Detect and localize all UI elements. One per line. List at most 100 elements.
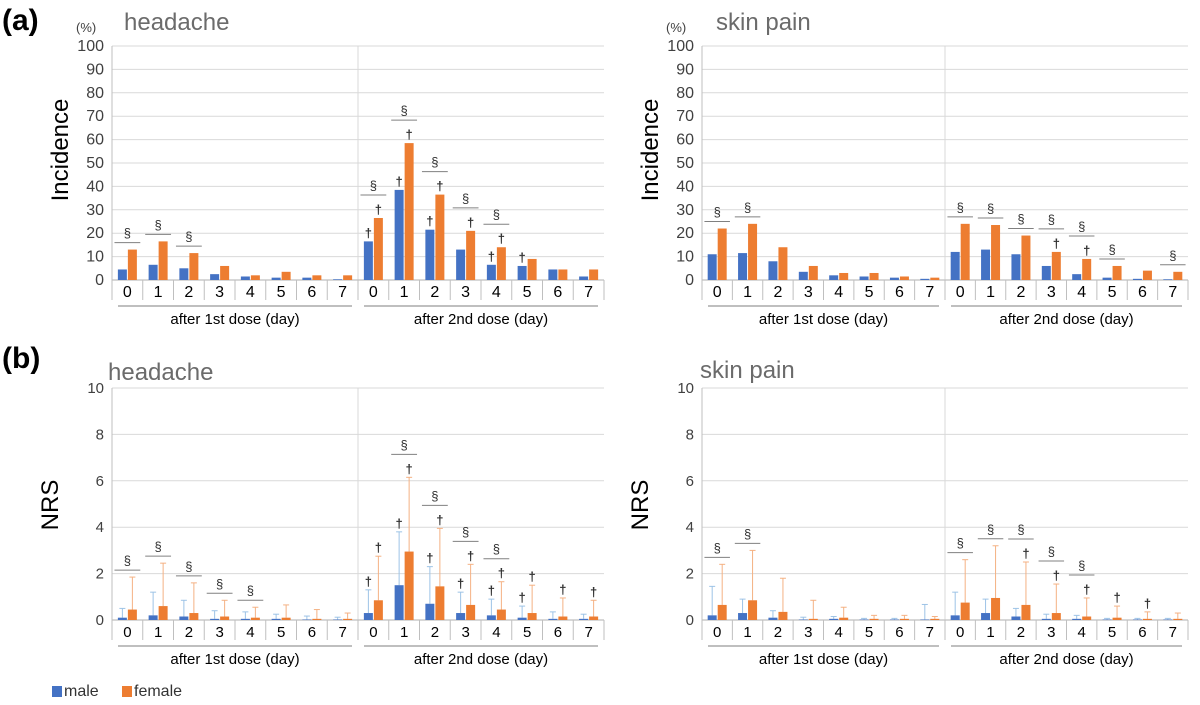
x-tick-label: 2 xyxy=(1016,284,1025,301)
bar-male xyxy=(1011,616,1021,620)
bar-female xyxy=(1082,258,1092,280)
bar-female xyxy=(1142,270,1152,280)
x-tick-label: 7 xyxy=(584,624,592,641)
x-tick-label: 6 xyxy=(1138,624,1146,641)
x-tick-label: 4 xyxy=(1077,284,1086,301)
bar-male xyxy=(889,619,899,621)
y-tick-label: 50 xyxy=(86,155,104,172)
x-tick-label: 6 xyxy=(895,284,904,301)
x-tick-label: 2 xyxy=(1017,624,1025,641)
legend-label-female: female xyxy=(134,683,182,700)
female-dagger-mark: † xyxy=(406,127,413,142)
y-tick-label: 20 xyxy=(86,225,104,242)
x-tick-label: 2 xyxy=(431,624,439,641)
bar-female xyxy=(343,618,353,620)
dose-group-label: after 2nd dose (day) xyxy=(414,311,548,328)
bar-female xyxy=(589,269,599,280)
x-tick-label: 5 xyxy=(865,284,874,301)
x-tick-label: 7 xyxy=(1168,284,1177,301)
x-tick-label: 5 xyxy=(1108,624,1116,641)
section-mark: § xyxy=(247,583,254,598)
bar-male xyxy=(1072,618,1082,620)
x-tick-label: 1 xyxy=(400,624,408,641)
x-tick-label: 0 xyxy=(956,624,964,641)
female-dagger-mark: † xyxy=(498,231,505,246)
bar-female xyxy=(1082,616,1092,620)
female-dagger-mark: † xyxy=(375,540,382,555)
section-mark: § xyxy=(987,201,994,216)
bar-female xyxy=(1051,613,1061,620)
section-mark: § xyxy=(1048,544,1055,559)
bar-female xyxy=(343,275,353,280)
bar-male xyxy=(148,615,158,620)
y-tick-label: 30 xyxy=(676,202,694,219)
bar-female xyxy=(496,247,506,280)
y-tick-label: 100 xyxy=(77,38,104,55)
bar-female xyxy=(404,551,414,620)
bar-male xyxy=(889,277,899,280)
y-tick-label: 20 xyxy=(676,225,694,242)
bar-female xyxy=(312,275,322,280)
x-tick-label: 0 xyxy=(713,624,721,641)
section-mark: § xyxy=(216,576,223,591)
section-mark: § xyxy=(1078,558,1085,573)
section-mark: § xyxy=(401,437,408,452)
y-tick-label: 70 xyxy=(86,108,104,125)
female-dagger-mark: † xyxy=(436,512,443,527)
bar-female xyxy=(1173,618,1183,620)
x-tick-label: 2 xyxy=(773,284,782,301)
bar-female xyxy=(250,617,260,620)
y-axis-label: NRS xyxy=(627,480,654,531)
male-dagger-mark: † xyxy=(519,590,526,605)
dose-group-label: after 1st dose (day) xyxy=(759,651,888,668)
section-mark: § xyxy=(957,536,964,551)
bar-female xyxy=(127,249,137,280)
bar-male xyxy=(768,261,778,280)
y-tick-label: 8 xyxy=(96,426,104,443)
bar-male xyxy=(271,618,281,620)
bar-female xyxy=(960,223,970,280)
bar-male xyxy=(271,277,281,280)
bar-male xyxy=(210,274,220,280)
y-axis-label: NRS xyxy=(37,480,64,531)
x-tick-label: 4 xyxy=(835,624,843,641)
chart-title: skin pain xyxy=(700,357,795,384)
x-tick-label: 5 xyxy=(523,624,531,641)
bar-female xyxy=(158,606,168,620)
bar-male xyxy=(768,617,778,620)
bar-male xyxy=(738,253,748,280)
bar-male xyxy=(486,615,496,620)
bar-female xyxy=(808,618,818,620)
male-dagger-mark: † xyxy=(488,583,495,598)
section-mark: § xyxy=(714,205,721,220)
y-tick-label: 100 xyxy=(667,38,694,55)
x-tick-label: 7 xyxy=(926,624,934,641)
female-dagger-mark: † xyxy=(406,461,413,476)
bar-male xyxy=(179,616,189,620)
section-mark: § xyxy=(714,540,721,555)
section-mark: § xyxy=(1017,212,1024,227)
y-tick-label: 10 xyxy=(87,380,104,397)
y-tick-label: 60 xyxy=(86,132,104,149)
bar-female xyxy=(1021,235,1031,280)
bar-male xyxy=(707,615,717,620)
female-dagger-mark: † xyxy=(1144,596,1151,611)
x-tick-label: 7 xyxy=(338,284,347,301)
bar-female xyxy=(527,258,537,280)
x-tick-label: 1 xyxy=(743,624,751,641)
female-dagger-mark: † xyxy=(1053,568,1060,583)
bar-male xyxy=(302,619,312,621)
legend-label-male: male xyxy=(64,683,99,700)
y-tick-label: 40 xyxy=(86,178,104,195)
bar-male xyxy=(1041,618,1051,620)
bar-male xyxy=(798,271,808,280)
x-tick-label: 4 xyxy=(1078,624,1086,641)
x-tick-label: 4 xyxy=(492,284,501,301)
male-dagger-mark: † xyxy=(457,576,464,591)
y-axis-label: Incidence xyxy=(637,99,664,202)
bar-male xyxy=(548,269,558,280)
y-tick-label: 0 xyxy=(686,612,694,629)
x-tick-label: 6 xyxy=(553,284,562,301)
bar-male xyxy=(1163,279,1173,280)
bar-female xyxy=(1142,618,1152,620)
